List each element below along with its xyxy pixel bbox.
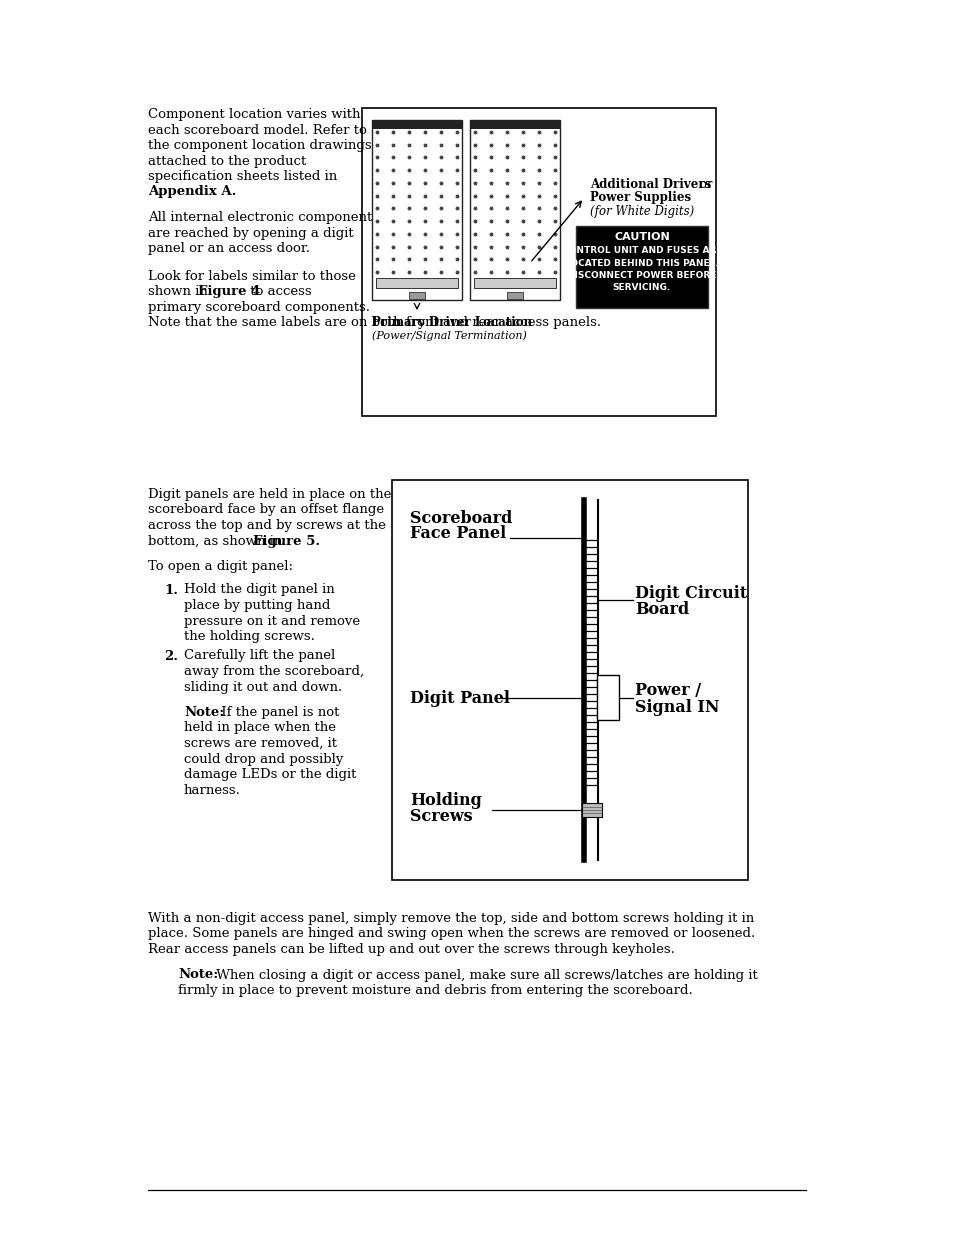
Text: Figure 4: Figure 4: [198, 285, 260, 298]
Text: scoreboard face by an offset flange: scoreboard face by an offset flange: [148, 504, 384, 516]
Text: place. Some panels are hinged and swing open when the screws are removed or loos: place. Some panels are hinged and swing …: [148, 927, 755, 941]
Text: could drop and possibly: could drop and possibly: [184, 752, 343, 766]
Text: to access: to access: [246, 285, 312, 298]
Text: Holding: Holding: [410, 792, 481, 809]
Text: Signal IN: Signal IN: [635, 699, 719, 716]
Bar: [597, 676, 618, 720]
Text: across the top and by screws at the: across the top and by screws at the: [148, 519, 385, 532]
Bar: [474, 278, 556, 288]
Text: Note that the same labels are on both front and rear access panels.: Note that the same labels are on both fr…: [148, 316, 600, 329]
Text: Hold the digit panel in: Hold the digit panel in: [184, 583, 335, 597]
Text: Carefully lift the panel: Carefully lift the panel: [184, 650, 335, 662]
Text: Board: Board: [635, 601, 688, 618]
Text: All internal electronic components: All internal electronic components: [148, 211, 378, 224]
Text: Note:: Note:: [178, 968, 218, 982]
Bar: [372, 120, 461, 128]
Bar: [375, 278, 457, 288]
Text: 2.: 2.: [164, 650, 178, 662]
Text: Scoreboard: Scoreboard: [410, 510, 512, 527]
Text: place by putting hand: place by putting hand: [184, 599, 330, 613]
Bar: [576, 226, 707, 308]
Text: the holding screws.: the holding screws.: [184, 630, 314, 643]
Text: held in place when the: held in place when the: [184, 721, 335, 735]
Text: Power /: Power /: [635, 682, 700, 699]
Text: away from the scoreboard,: away from the scoreboard,: [184, 664, 364, 678]
Text: shown in: shown in: [148, 285, 212, 298]
Text: Primary Driver Location: Primary Driver Location: [372, 316, 532, 329]
Text: damage LEDs or the digit: damage LEDs or the digit: [184, 768, 356, 781]
Text: sliding it out and down.: sliding it out and down.: [184, 680, 342, 694]
Text: If the panel is not: If the panel is not: [216, 706, 339, 719]
Text: Rear access panels can be lifted up and out over the screws through keyholes.: Rear access panels can be lifted up and …: [148, 944, 674, 956]
Bar: [506, 291, 522, 299]
Text: Digit Panel: Digit Panel: [410, 690, 509, 706]
Text: screws are removed, it: screws are removed, it: [184, 737, 336, 750]
Text: Digit panels are held in place on the: Digit panels are held in place on the: [148, 488, 391, 501]
Text: the component location drawings: the component location drawings: [148, 140, 372, 152]
Text: (for White Digits): (for White Digits): [589, 205, 694, 219]
Bar: [361, 107, 716, 416]
Text: Figure 5.: Figure 5.: [253, 535, 320, 547]
Text: CAUTION: CAUTION: [614, 232, 669, 242]
Bar: [470, 120, 559, 300]
Text: Additional Drivers: Additional Drivers: [589, 178, 711, 191]
Text: Face Panel: Face Panel: [410, 525, 506, 542]
Text: With a non-digit access panel, simply remove the top, side and bottom screws hol: With a non-digit access panel, simply re…: [148, 911, 754, 925]
Text: or: or: [696, 178, 712, 191]
Text: Note:: Note:: [184, 706, 224, 719]
Text: specification sheets listed in: specification sheets listed in: [148, 170, 337, 183]
Text: panel or an access door.: panel or an access door.: [148, 242, 310, 254]
Text: are reached by opening a digit: are reached by opening a digit: [148, 226, 354, 240]
Bar: [470, 120, 559, 128]
Text: Look for labels similar to those: Look for labels similar to those: [148, 269, 355, 283]
Text: bottom, as shown in: bottom, as shown in: [148, 535, 286, 547]
Text: harness.: harness.: [184, 783, 240, 797]
Text: pressure on it and remove: pressure on it and remove: [184, 615, 359, 627]
Bar: [409, 291, 424, 299]
Text: CONTROL UNIT AND FUSES ARE
LOCATED BEHIND THIS PANEL.
DISCONNECT POWER BEFORE
SE: CONTROL UNIT AND FUSES ARE LOCATED BEHIN…: [561, 246, 721, 293]
Bar: [581, 803, 601, 818]
Text: firmly in place to prevent moisture and debris from entering the scoreboard.: firmly in place to prevent moisture and …: [178, 984, 692, 997]
Text: each scoreboard model. Refer to: each scoreboard model. Refer to: [148, 124, 367, 137]
Text: To open a digit panel:: To open a digit panel:: [148, 559, 293, 573]
Text: Component location varies with: Component location varies with: [148, 107, 360, 121]
Text: When closing a digit or access panel, make sure all screws/latches are holding i: When closing a digit or access panel, ma…: [212, 968, 757, 982]
Text: Appendix A.: Appendix A.: [148, 185, 236, 199]
Text: primary scoreboard components.: primary scoreboard components.: [148, 300, 370, 314]
Text: Power Supplies: Power Supplies: [589, 191, 690, 204]
Text: (Power/Signal Termination): (Power/Signal Termination): [372, 330, 526, 341]
Bar: [372, 120, 461, 300]
Text: Screws: Screws: [410, 808, 472, 825]
Text: attached to the product: attached to the product: [148, 154, 306, 168]
Bar: [392, 480, 747, 881]
Text: Digit Circuit: Digit Circuit: [635, 585, 746, 601]
Text: 1.: 1.: [164, 583, 178, 597]
